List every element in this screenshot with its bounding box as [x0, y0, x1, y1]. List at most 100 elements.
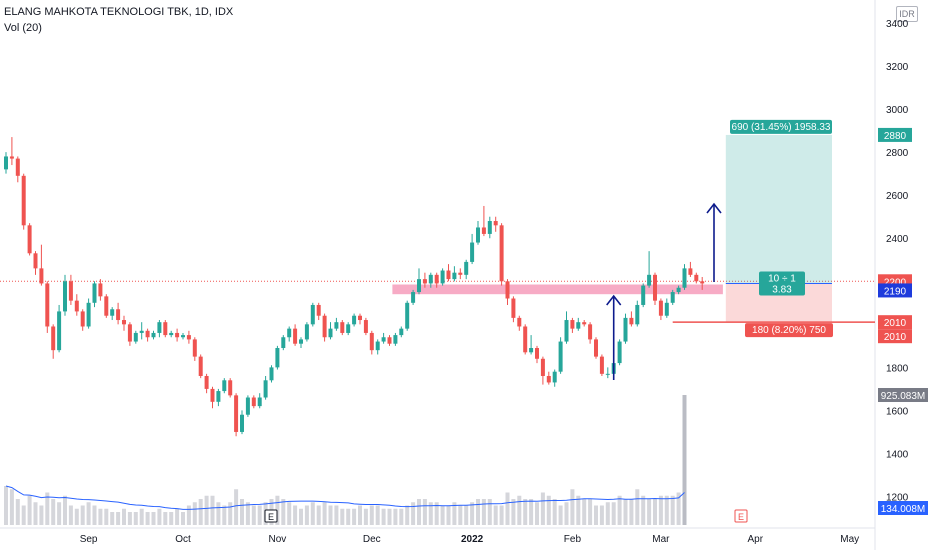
volume-bar	[186, 505, 191, 525]
earnings-marker	[734, 509, 748, 523]
earnings-marker-label: E	[738, 512, 744, 522]
volume-bar	[647, 499, 652, 525]
volume-bar	[57, 502, 62, 525]
candle-body	[68, 281, 73, 301]
candle-body	[476, 227, 480, 243]
candle-body	[647, 274, 652, 286]
volume-bar	[588, 499, 593, 525]
candle-body	[257, 397, 262, 407]
volume-bar	[387, 508, 392, 525]
chart-title: ELANG MAHKOTA TEKNOLOGI TBK, 1D, IDX	[4, 6, 234, 18]
ratio-label-box	[759, 271, 805, 296]
volume-bar	[605, 502, 610, 525]
candle-body	[316, 304, 321, 316]
volume-bar	[422, 499, 427, 525]
candle-body	[21, 175, 26, 226]
candle-body	[552, 371, 557, 383]
candle-body	[605, 373, 610, 375]
candle-body	[346, 324, 351, 333]
volume-bar	[198, 499, 203, 525]
stop-price-label-2-text: 2010	[884, 332, 907, 343]
volume-bar	[623, 499, 628, 525]
x-tick-label: Mar	[652, 534, 670, 545]
candle-body	[641, 285, 646, 305]
candle-body	[222, 380, 227, 392]
volume-bar	[352, 508, 357, 525]
volume-bar	[369, 505, 374, 525]
loss-label-box	[745, 323, 833, 338]
volume-bar	[676, 492, 681, 525]
volume-bar	[122, 508, 126, 525]
volume-bar	[204, 495, 209, 525]
x-tick-label: Oct	[175, 534, 191, 545]
volume-bar	[240, 499, 244, 525]
candle-body	[440, 270, 445, 284]
candle-body	[15, 158, 20, 176]
candle-body	[422, 279, 427, 284]
candle-body	[470, 242, 475, 262]
volume-bar	[434, 502, 439, 525]
candle-body	[588, 324, 593, 340]
candle-body	[299, 339, 303, 344]
volume-bar	[33, 502, 38, 525]
currency-badge[interactable]: IDR	[896, 6, 918, 22]
candle-body	[558, 341, 563, 372]
volume-bar	[375, 505, 380, 525]
candle-body	[192, 339, 197, 357]
earnings-marker	[264, 509, 278, 523]
volume-bar	[68, 505, 73, 525]
candle-body	[198, 356, 203, 376]
candle-body	[405, 302, 410, 329]
candle-body	[481, 227, 486, 234]
stop-price-label-text: 2010	[884, 318, 907, 329]
candle-body	[535, 348, 539, 359]
volume-bar	[281, 499, 286, 525]
y-tick-label: 3400	[886, 19, 909, 30]
earnings-marker-label: E	[268, 512, 274, 522]
volume-max-label-text: 925.083M	[881, 391, 925, 402]
candle-body	[57, 311, 62, 351]
volume-bar	[446, 505, 451, 525]
volume-bar	[629, 499, 634, 525]
candle-body	[310, 304, 315, 325]
volume-bar	[334, 505, 339, 525]
volume-bar	[127, 512, 132, 525]
volume-bar	[529, 499, 534, 525]
volume-bar	[287, 502, 292, 525]
volume-bar	[151, 512, 156, 525]
volume-bar	[316, 505, 321, 525]
volume-bar	[9, 489, 14, 525]
y-tick-label: 1400	[886, 449, 909, 460]
volume-bar	[222, 505, 227, 525]
volume-bar	[39, 505, 44, 525]
volume-bar	[80, 505, 85, 525]
y-tick-label: 1200	[886, 493, 909, 504]
volume-bar	[181, 512, 185, 525]
candle-body	[629, 317, 634, 325]
candle-body	[181, 335, 185, 338]
candle-body	[446, 270, 451, 280]
y-tick-label: 1800	[886, 363, 909, 374]
candle-body	[670, 292, 675, 303]
candle-body	[33, 253, 38, 269]
volume-bar	[234, 489, 239, 525]
volume-bar	[505, 492, 510, 525]
volume-bar	[464, 505, 469, 525]
candle-body	[688, 268, 693, 275]
y-tick-label: 3000	[886, 105, 909, 116]
volume-bar	[476, 499, 480, 525]
volume-bar	[322, 502, 327, 525]
candle-body	[322, 315, 327, 338]
volume-bar	[304, 505, 309, 525]
volume-bar	[139, 508, 144, 525]
volume-bar	[664, 495, 669, 525]
candle-body	[210, 388, 215, 402]
candle-body	[186, 335, 191, 340]
stop-price-label-box	[878, 315, 912, 330]
volume-bar	[481, 499, 486, 525]
candle-body	[39, 268, 44, 284]
volume-indicator-label: Vol (20)	[4, 22, 42, 34]
volume-bar	[576, 495, 581, 525]
volume-bar	[133, 512, 138, 525]
